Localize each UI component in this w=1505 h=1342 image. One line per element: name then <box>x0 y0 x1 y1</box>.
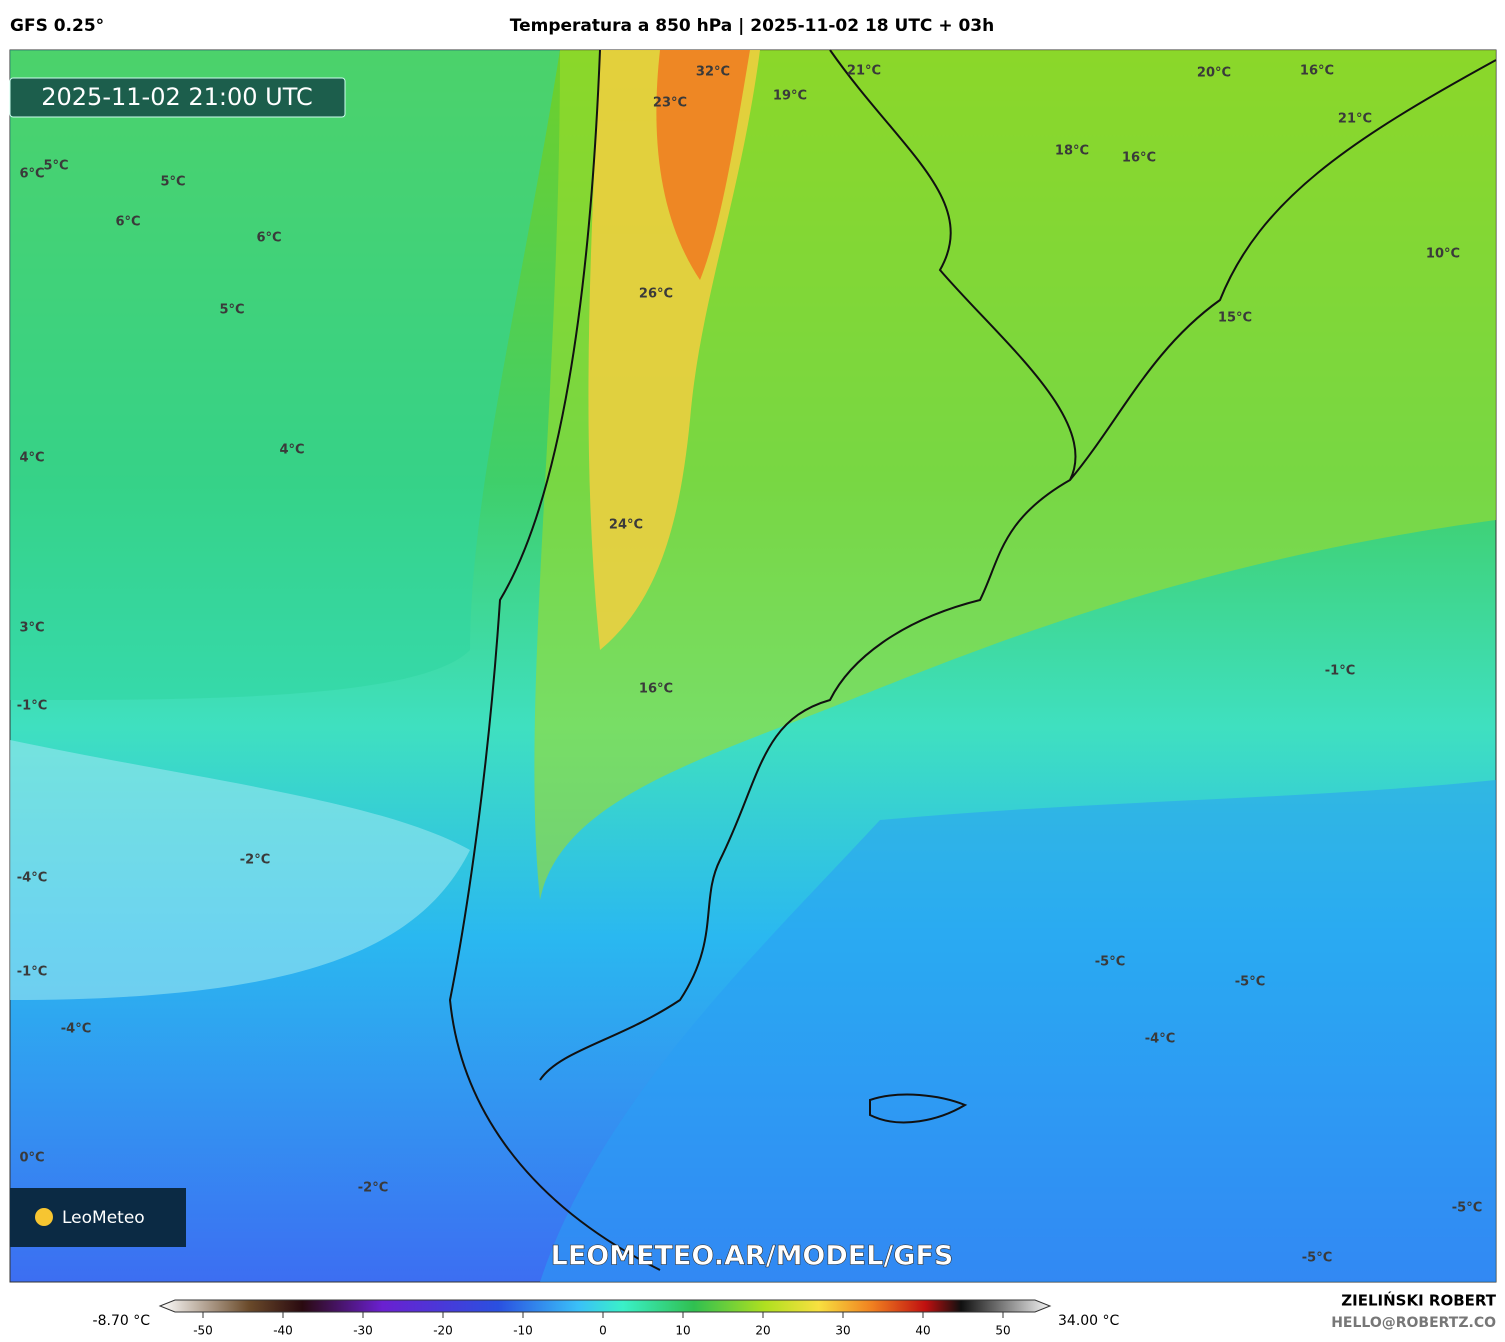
temperature-label: -4°C <box>61 1022 91 1037</box>
colorbar-tick-label: -30 <box>353 1324 373 1338</box>
temperature-label: -1°C <box>17 965 47 980</box>
temperature-label: 0°C <box>19 1151 44 1166</box>
temperature-label: 16°C <box>639 682 673 697</box>
logo: LeoMeteo <box>62 1208 145 1228</box>
watermark: LEOMETEO.AR/MODEL/GFS <box>551 1241 954 1272</box>
temperature-label: 4°C <box>19 451 44 466</box>
map: 2025-11-02 21:00 UTC 32°C 23°C 19°C 21°C 20°… <box>9 49 1497 1283</box>
colorbar-bar <box>158 1299 1052 1313</box>
author: ZIELIŃSKI ROBERT <box>1341 1291 1496 1310</box>
cold-pool <box>10 740 470 1000</box>
colorbar-tick-label: -40 <box>273 1324 293 1338</box>
email: HELLO@ROBERTZ.CO <box>1331 1315 1496 1331</box>
temperature-label: -5°C <box>1095 955 1125 970</box>
colorbar-min: -8.70 °C <box>93 1313 151 1329</box>
title: Temperatura a 850 hPa | 2025-11-02 18 UT… <box>510 16 995 36</box>
temperature-label: -1°C <box>17 699 47 714</box>
temperature-label: -5°C <box>1302 1251 1332 1266</box>
temperature-label: 6°C <box>256 231 281 246</box>
hot-core <box>656 50 750 280</box>
temperature-labels: 32°C 23°C 19°C 21°C 20°C 16°C 21°C 18°C 16°C 10°C… <box>17 64 1482 1266</box>
colorbar-tick-label: 10 <box>675 1324 690 1338</box>
temperature-label: 10°C <box>1426 247 1460 262</box>
temperature-label: 5°C <box>219 303 244 318</box>
temperature-label: 26°C <box>639 287 673 302</box>
temperature-label: -5°C <box>1235 975 1265 990</box>
temperature-label: 16°C <box>1300 64 1334 79</box>
warm-land <box>534 50 1496 900</box>
temperature-label: 5°C <box>160 175 185 190</box>
temperature-label: 18°C <box>1055 144 1089 159</box>
temperature-label: 32°C <box>696 65 730 80</box>
temperature-label: 15°C <box>1218 311 1252 326</box>
timestamp: 2025-11-02 21:00 UTC <box>41 83 312 111</box>
coastline <box>448 49 1497 1271</box>
temperature-label: -5°C <box>1452 1201 1482 1216</box>
temperature-label: 23°C <box>653 96 687 111</box>
temperature-label: 16°C <box>1122 151 1156 166</box>
timestamp-box <box>9 77 346 118</box>
temperature-label: -4°C <box>1145 1032 1175 1047</box>
temperature-label: -1°C <box>1325 664 1355 679</box>
logo-sun <box>35 1208 53 1226</box>
model-name: GFS 0.25° <box>10 16 104 36</box>
temperature-label: 5°C <box>43 159 68 174</box>
temperature-label: 21°C <box>1338 112 1372 127</box>
colorbar-tick-label: 0 <box>599 1324 607 1338</box>
colorbar-tick-label: 30 <box>835 1324 850 1338</box>
temperature-label: 3°C <box>19 621 44 636</box>
temperature-label: 19°C <box>773 89 807 104</box>
islands <box>869 1093 968 1124</box>
temperature-label: 6°C <box>115 215 140 230</box>
temperature-label: 20°C <box>1197 66 1231 81</box>
colorbar-tick-label: -50 <box>193 1324 213 1338</box>
ocean-west <box>10 50 560 700</box>
colorbar-max: 34.00 °C <box>1058 1313 1120 1329</box>
temperature-label: 24°C <box>609 518 643 533</box>
colorbar-tick-label: 20 <box>755 1324 770 1338</box>
temperature-label: 6°C <box>19 167 44 182</box>
colorbar-tick-label: 50 <box>995 1324 1010 1338</box>
temperature-label: 21°C <box>847 64 881 79</box>
colorbar-tick-label: 40 <box>915 1324 930 1338</box>
temperature-label: -2°C <box>240 853 270 868</box>
temperature-label: -2°C <box>358 1181 388 1196</box>
temperature-label: -4°C <box>17 871 47 886</box>
temperature-label: 4°C <box>279 443 304 458</box>
colorbar-tick-label: -10 <box>513 1324 533 1338</box>
ocean-east <box>540 780 1496 1282</box>
colorbar: -8.70 °C 34.00 °C -50 -40 -30 -20 -10 0 10 20 30… <box>93 1299 1120 1338</box>
colorbar-tick-label: -20 <box>433 1324 453 1338</box>
